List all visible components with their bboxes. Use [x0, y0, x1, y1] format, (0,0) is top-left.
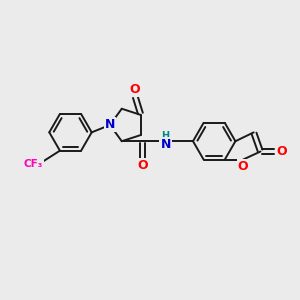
Text: O: O [130, 83, 140, 96]
Text: O: O [238, 160, 248, 173]
Text: O: O [276, 145, 287, 158]
Text: N: N [160, 138, 171, 151]
Text: H: H [162, 131, 170, 141]
Text: CF₃: CF₃ [24, 159, 43, 169]
Text: N: N [105, 118, 115, 131]
Text: O: O [138, 159, 148, 172]
